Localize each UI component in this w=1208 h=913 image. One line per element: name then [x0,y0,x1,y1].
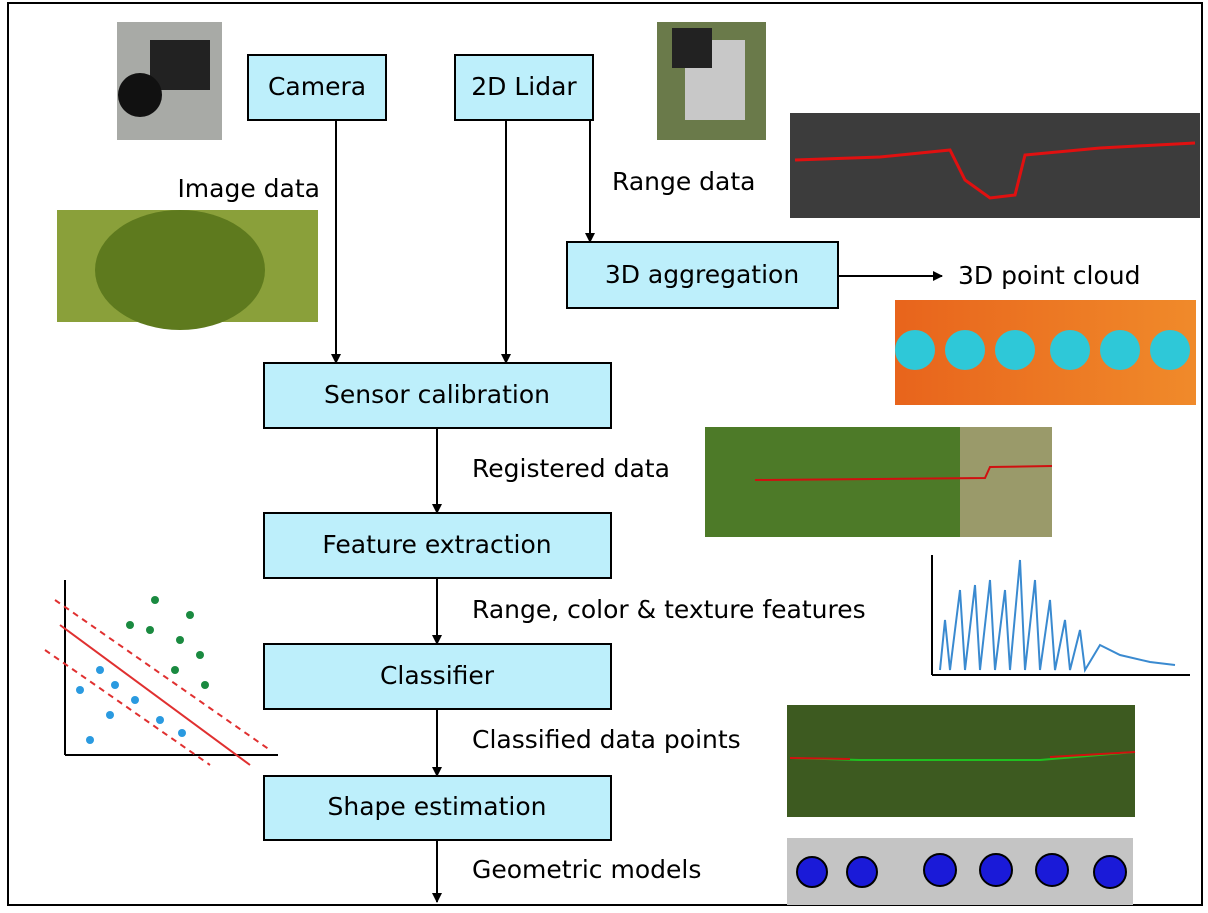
node-box [263,512,612,579]
frame [7,2,1203,906]
node-label: Shape estimation [328,792,547,821]
node-box [247,54,387,121]
lidar-photo [657,22,766,140]
node-label: 3D aggregation [605,260,799,289]
node-box [263,643,612,710]
edge-label: Classified data points [472,725,741,754]
geometric-models-image [787,838,1133,905]
node-label: Feature extraction [322,530,551,559]
node-box [566,241,839,309]
histogram-plot [931,555,1190,676]
svm-plot [44,580,278,766]
range-data-plot [790,113,1200,218]
node-box [263,362,612,429]
edge-label: Range data [612,167,756,196]
edge-label: 3D point cloud [958,261,1141,290]
edge-label: Image data [177,174,320,203]
camera-photo [117,22,222,140]
node-label: Sensor calibration [324,380,550,409]
node-label: Camera [268,72,366,101]
edge-label: Registered data [472,454,670,483]
point-cloud-image [895,300,1196,405]
node-box [263,775,612,841]
node-box [454,54,594,121]
edge-label: Geometric models [472,855,701,884]
node-label: Classifier [380,661,495,690]
node-label: 2D Lidar [471,72,577,101]
classified-data-photo [787,705,1136,817]
edge-label: Range, color & texture features [472,595,866,624]
registered-data-photo [705,427,1053,537]
arrows [331,120,943,903]
image-data-photo [57,210,318,330]
